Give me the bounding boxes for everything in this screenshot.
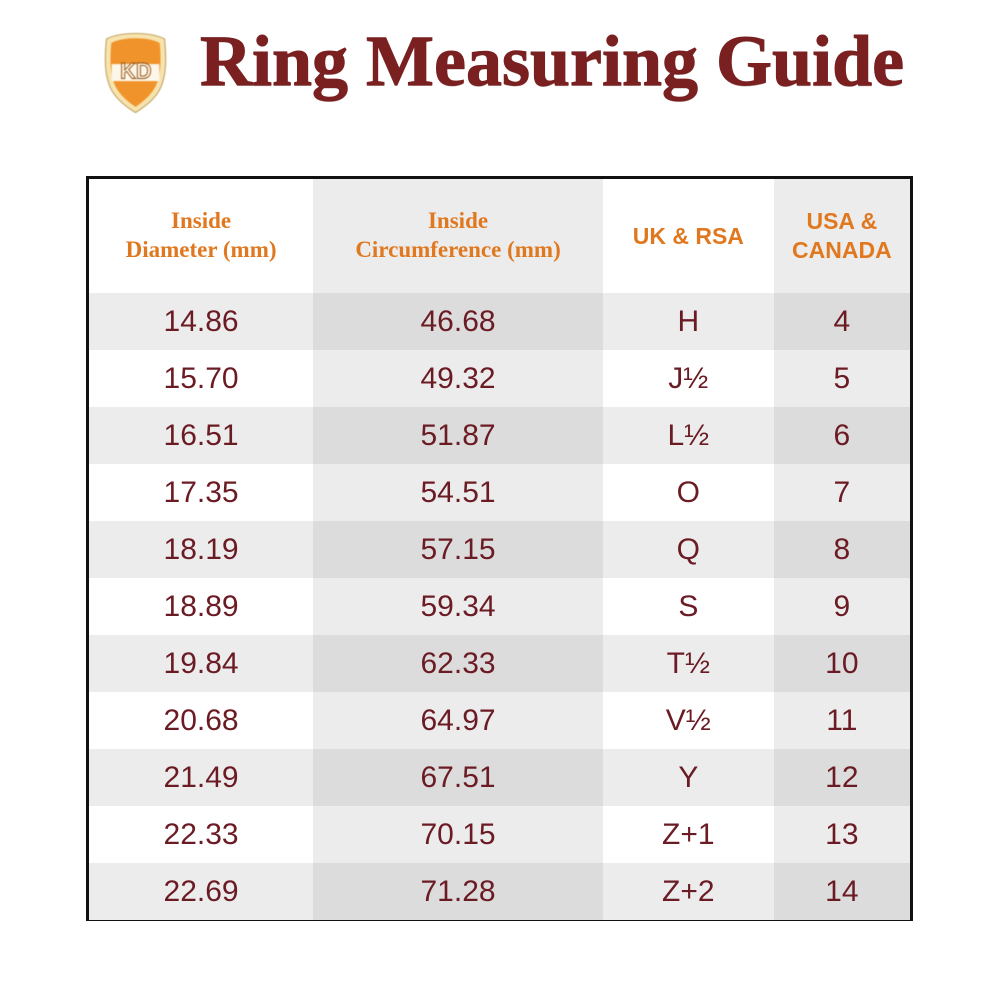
svg-text:KD: KD bbox=[120, 58, 151, 83]
